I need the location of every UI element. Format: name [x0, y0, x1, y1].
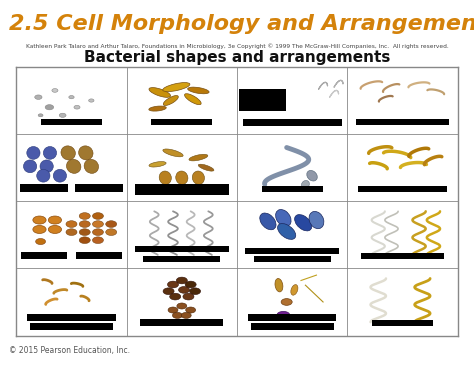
Ellipse shape — [163, 288, 174, 295]
Ellipse shape — [163, 149, 183, 157]
Text: 2.5 Cell Morphology and Arrangements: 2.5 Cell Morphology and Arrangements — [9, 14, 474, 34]
Ellipse shape — [79, 237, 90, 243]
Ellipse shape — [59, 113, 66, 117]
Bar — [358, 186, 447, 192]
Ellipse shape — [36, 169, 50, 182]
Bar — [21, 251, 67, 259]
Ellipse shape — [277, 311, 290, 320]
Bar — [262, 186, 322, 192]
Ellipse shape — [295, 214, 312, 231]
Ellipse shape — [167, 281, 179, 288]
Ellipse shape — [275, 279, 283, 292]
Ellipse shape — [61, 146, 75, 160]
Ellipse shape — [48, 216, 62, 224]
Text: © 2015 Pearson Education, Inc.: © 2015 Pearson Education, Inc. — [9, 346, 130, 355]
Bar — [143, 255, 220, 262]
Ellipse shape — [38, 114, 43, 117]
Ellipse shape — [40, 160, 53, 173]
Ellipse shape — [48, 225, 62, 234]
Ellipse shape — [163, 83, 190, 92]
Ellipse shape — [79, 221, 90, 227]
Ellipse shape — [43, 146, 56, 159]
Ellipse shape — [149, 106, 166, 111]
Ellipse shape — [176, 277, 187, 284]
Ellipse shape — [181, 313, 191, 318]
Ellipse shape — [163, 96, 178, 105]
Bar — [76, 251, 122, 259]
Ellipse shape — [24, 160, 36, 173]
Ellipse shape — [92, 221, 103, 227]
Bar — [248, 314, 337, 321]
Ellipse shape — [79, 213, 90, 219]
Ellipse shape — [173, 313, 182, 318]
Ellipse shape — [190, 288, 201, 295]
Ellipse shape — [27, 146, 40, 159]
Ellipse shape — [192, 171, 204, 184]
Ellipse shape — [79, 146, 93, 160]
Ellipse shape — [159, 171, 172, 184]
Ellipse shape — [183, 293, 194, 300]
Bar — [135, 184, 229, 195]
Ellipse shape — [179, 287, 190, 293]
Text: Kathleen Park Talaro and Arthur Talaro, Foundations in Microbiology, 3e Copyrigh: Kathleen Park Talaro and Arthur Talaro, … — [26, 43, 448, 49]
Bar — [152, 119, 212, 125]
Ellipse shape — [184, 94, 201, 105]
Ellipse shape — [69, 96, 74, 99]
Bar — [239, 89, 285, 111]
Ellipse shape — [35, 95, 42, 100]
Ellipse shape — [92, 237, 103, 243]
Ellipse shape — [36, 239, 46, 244]
Ellipse shape — [149, 87, 171, 97]
Ellipse shape — [176, 171, 188, 184]
Bar — [140, 320, 223, 326]
Ellipse shape — [92, 229, 103, 235]
Ellipse shape — [168, 307, 178, 313]
Bar — [20, 184, 68, 192]
Ellipse shape — [53, 169, 66, 182]
Ellipse shape — [149, 161, 166, 167]
Ellipse shape — [278, 224, 296, 239]
Ellipse shape — [177, 303, 187, 309]
Ellipse shape — [66, 229, 77, 235]
Ellipse shape — [74, 105, 80, 109]
Ellipse shape — [307, 171, 317, 181]
Ellipse shape — [170, 293, 181, 300]
Bar — [27, 314, 116, 321]
Bar — [372, 320, 433, 326]
Bar — [245, 247, 339, 254]
Ellipse shape — [275, 209, 291, 227]
Bar — [243, 119, 342, 126]
Bar — [254, 255, 331, 262]
Text: Bacterial shapes and arrangements: Bacterial shapes and arrangements — [84, 51, 390, 66]
Bar — [361, 253, 444, 259]
Ellipse shape — [66, 159, 81, 173]
Ellipse shape — [281, 299, 292, 305]
Ellipse shape — [106, 221, 117, 227]
Ellipse shape — [186, 307, 196, 313]
Ellipse shape — [260, 213, 276, 230]
Ellipse shape — [92, 213, 103, 219]
Ellipse shape — [33, 225, 46, 234]
Bar — [135, 246, 229, 252]
Ellipse shape — [291, 285, 298, 295]
Ellipse shape — [84, 159, 99, 173]
Ellipse shape — [188, 87, 209, 94]
Ellipse shape — [89, 99, 94, 102]
Ellipse shape — [185, 281, 196, 288]
Ellipse shape — [33, 216, 46, 224]
Ellipse shape — [45, 105, 54, 110]
Bar — [75, 184, 123, 192]
Ellipse shape — [79, 229, 90, 235]
Bar — [41, 119, 102, 125]
Ellipse shape — [198, 164, 214, 171]
Bar — [356, 119, 449, 125]
Ellipse shape — [52, 89, 58, 92]
Ellipse shape — [106, 229, 117, 235]
Ellipse shape — [189, 154, 208, 161]
Ellipse shape — [301, 180, 310, 188]
Ellipse shape — [309, 212, 324, 229]
Ellipse shape — [66, 221, 77, 227]
Bar — [30, 323, 113, 329]
Bar — [251, 323, 334, 329]
